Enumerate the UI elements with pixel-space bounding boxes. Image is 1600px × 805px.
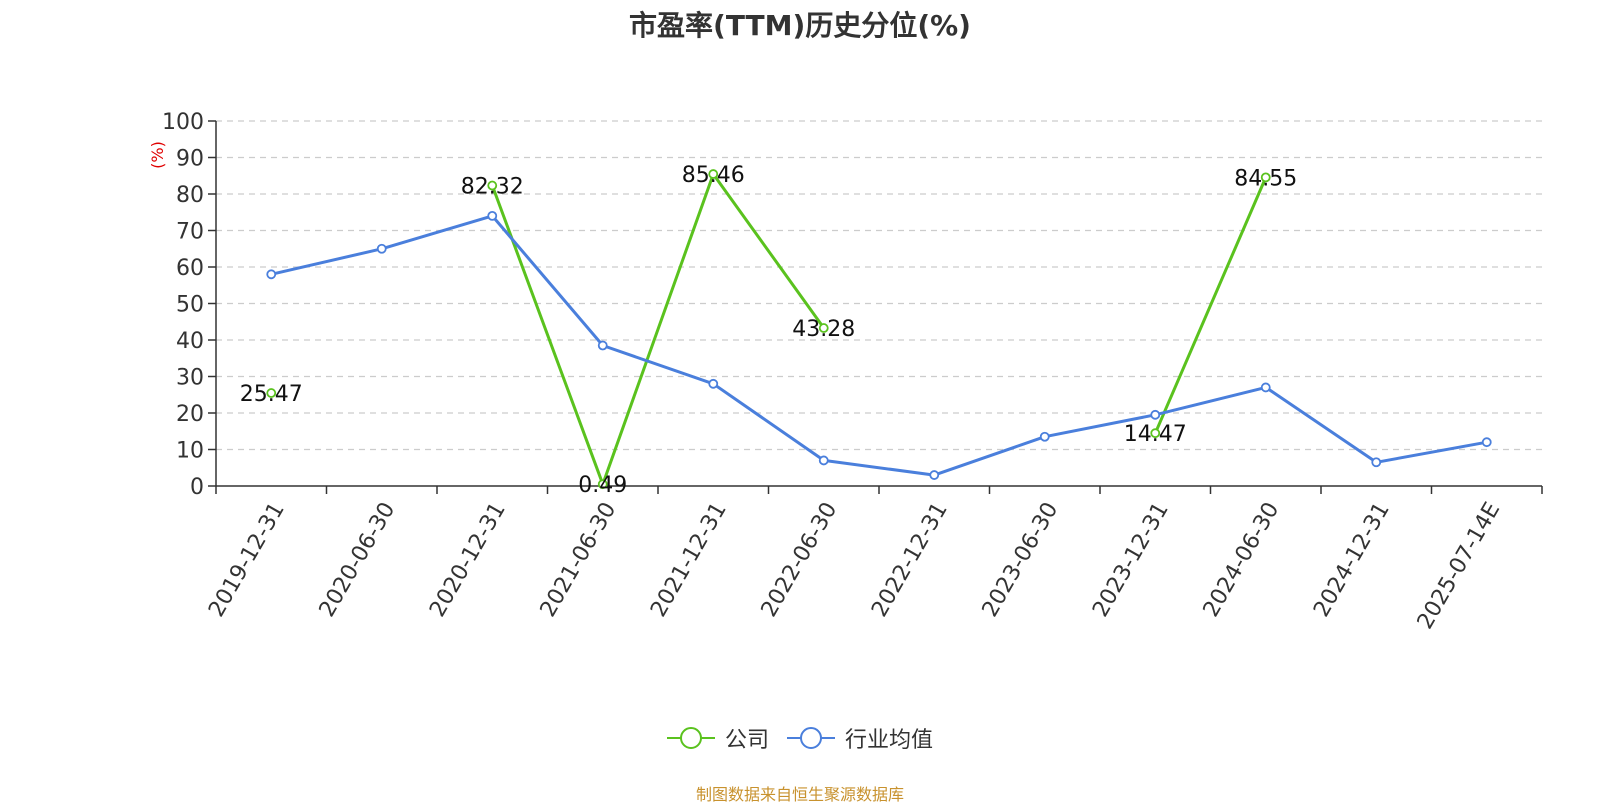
y-tick-label: 30 — [176, 366, 204, 391]
data-point-industry — [818, 455, 829, 466]
data-label: 0.49 — [578, 473, 627, 498]
y-tick-label: 70 — [176, 220, 204, 245]
data-point-industry — [376, 243, 387, 254]
x-tick-label: 2024-12-31 — [1309, 498, 1395, 621]
data-point-industry — [487, 210, 498, 221]
data-point-company — [487, 180, 498, 191]
x-tick-label: 2022-12-31 — [867, 498, 953, 621]
x-tick-label: 2019-12-31 — [204, 498, 290, 621]
y-tick-label: 0 — [190, 475, 204, 500]
series-line-company — [490, 172, 1268, 486]
data-label: 84.55 — [1234, 166, 1297, 191]
y-tick-label: 80 — [176, 183, 204, 208]
data-label: 43.28 — [792, 317, 855, 342]
y-tick-label: 20 — [176, 402, 204, 427]
y-tick-label: 90 — [176, 147, 204, 172]
x-tick-label: 2023-12-31 — [1088, 498, 1174, 621]
data-point-industry — [929, 470, 940, 480]
series-line-industry — [270, 214, 1488, 477]
x-tick-label: 2021-12-31 — [646, 498, 732, 621]
y-tick-label: 100 — [162, 110, 204, 135]
x-tick-label: 2025-07-14E — [1413, 498, 1506, 633]
data-point-company — [597, 479, 608, 490]
data-point-industry — [708, 378, 719, 389]
legend-label-industry: 行业均值 — [845, 728, 934, 753]
legend-item-industry[interactable]: 行业均值 — [787, 722, 933, 754]
x-tick-label: 2023-06-30 — [978, 498, 1064, 621]
data-point-industry — [597, 340, 608, 351]
data-point-industry — [1150, 409, 1161, 420]
legend-label-company: 公司 — [724, 728, 769, 753]
y-tick-label: 50 — [176, 293, 204, 318]
legend-marker-company — [666, 727, 715, 749]
chart-title: 市盈率(TTM)历史分位(%) — [629, 9, 971, 42]
y-axis-label: (%) — [148, 141, 167, 169]
legend-marker-industry — [787, 727, 835, 749]
data-point-company — [818, 323, 829, 333]
data-point-company — [266, 388, 277, 398]
x-tick-label: 2024-06-30 — [1199, 498, 1285, 621]
x-tick-label: 2021-06-30 — [536, 498, 622, 621]
data-point-industry — [1039, 431, 1050, 442]
data-label: 85.46 — [682, 163, 745, 188]
y-tick-label: 60 — [176, 256, 204, 281]
x-tick-label: 2020-06-30 — [315, 498, 401, 621]
data-label: 25.47 — [240, 382, 303, 407]
legend: 公司 行业均值 — [0, 722, 1600, 754]
x-tick-label: 2022-06-30 — [757, 498, 843, 621]
x-tick-label: 2020-12-31 — [425, 498, 511, 621]
data-label: 82.32 — [461, 175, 524, 200]
data-point-industry — [1371, 457, 1382, 468]
data-point-industry — [1260, 382, 1271, 393]
data-point-company — [1260, 172, 1271, 183]
y-tick-label: 40 — [176, 329, 204, 354]
data-point-industry — [1481, 437, 1492, 448]
y-tick-label: 10 — [176, 439, 204, 464]
data-point-company — [708, 169, 719, 179]
legend-item-company[interactable]: 公司 — [666, 722, 769, 754]
source-note: 制图数据来自恒生聚源数据库 — [695, 785, 904, 804]
data-point-company — [1150, 428, 1161, 439]
data-label: 14.47 — [1124, 422, 1187, 447]
data-point-industry — [266, 269, 277, 280]
